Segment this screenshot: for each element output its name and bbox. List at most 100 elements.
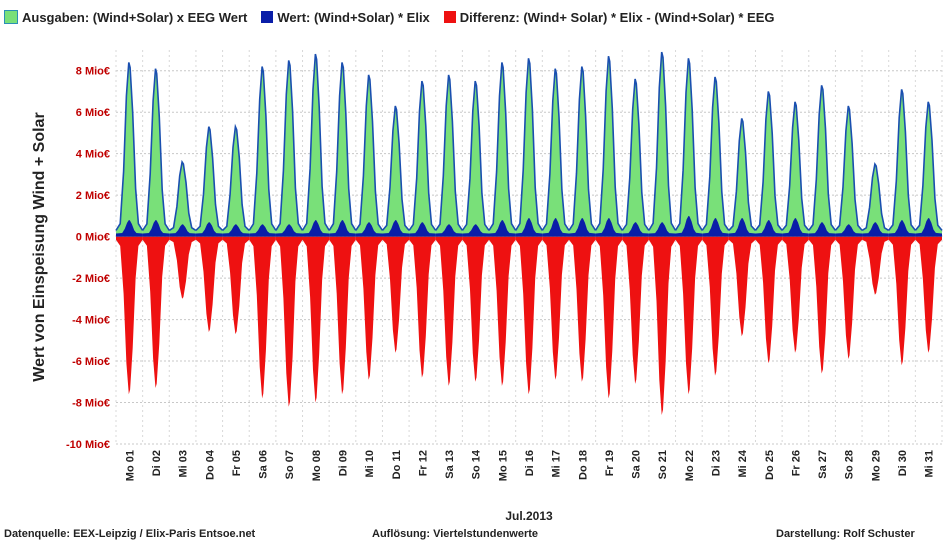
x-tick-label: Do 25 [764, 450, 776, 480]
wert-area [435, 224, 463, 237]
ausgaben-area [195, 126, 223, 237]
ausgaben-line [888, 89, 917, 231]
differenz-area [782, 236, 809, 353]
wert-area [142, 220, 170, 237]
x-tick-label: Do 11 [391, 450, 403, 479]
ausgaben-line [115, 62, 144, 231]
ausgaben-area [249, 66, 276, 237]
x-tick-label: Mi 24 [737, 449, 749, 477]
differenz-area [569, 236, 596, 382]
x-tick-label: Do 04 [204, 449, 216, 480]
ausgaben-area [329, 62, 356, 237]
ausgaben-area [702, 77, 729, 237]
differenz-area [755, 236, 783, 364]
wert-area [915, 218, 942, 237]
wert-area [622, 222, 649, 237]
wert-area [569, 218, 596, 237]
x-tick-label: Mi 03 [178, 450, 190, 478]
y-tick-label: -6 Mio€ [72, 356, 110, 368]
legend-item-wert: Wert: (Wind+Solar) * Elix [261, 10, 430, 25]
y-tick-label: 2 Mio€ [76, 190, 110, 202]
ausgaben-area [542, 68, 569, 237]
x-tick-label: Di 16 [524, 450, 536, 476]
legend-swatch-differenz [443, 11, 456, 23]
wert-area [382, 220, 410, 237]
x-tick-label: Fr 05 [231, 450, 243, 476]
ausgaben-area [835, 106, 863, 237]
legend-swatch-ausgaben [4, 10, 18, 24]
x-tick-label: So 07 [284, 450, 296, 479]
differenz-area [329, 236, 356, 395]
ausgaben-area [675, 58, 703, 237]
x-axis-label: Jul.2013 [505, 509, 553, 523]
ausgaben-area [222, 126, 250, 237]
y-tick-label: -4 Mio€ [72, 315, 110, 327]
wert-area [595, 218, 623, 237]
x-tick-label: Sa 20 [631, 450, 643, 479]
ausgaben-line [621, 78, 650, 231]
ausgaben-line [568, 66, 597, 231]
x-tick-label: Mi 17 [551, 450, 563, 478]
ausgaben-area [888, 89, 916, 237]
wert-area [409, 222, 436, 237]
footer-author: Darstellung: Rolf Schuster [776, 528, 915, 540]
ausgaben-line [141, 68, 170, 231]
x-tick-label: So 21 [657, 450, 669, 479]
differenz-area [728, 236, 756, 337]
wert-area [515, 218, 543, 237]
ausgaben-area [142, 68, 170, 237]
ausgaben-line [328, 62, 357, 231]
chart-legend: Ausgaben: (Wind+Solar) x EEG Wert Wert: … [4, 2, 944, 32]
chart-footer: Datenquelle: EEX-Leipzig / Elix-Paris En… [0, 526, 946, 542]
ausgaben-line [594, 56, 623, 231]
differenz-area [222, 236, 250, 335]
wert-area [542, 218, 569, 237]
ausgaben-line [461, 80, 490, 231]
wert-area [249, 224, 276, 237]
wert-area [169, 224, 196, 237]
ausgaben-line [168, 159, 197, 232]
x-tick-label: Fr 12 [417, 450, 429, 476]
x-tick-label: Fr 19 [604, 450, 616, 476]
ausgaben-area [515, 58, 543, 237]
x-tick-label: Mo 22 [684, 450, 696, 481]
differenz-area [702, 236, 729, 376]
ausgaben-line [408, 80, 437, 231]
wert-area [755, 220, 783, 237]
ausgaben-line [648, 51, 677, 231]
wert-area [835, 224, 863, 237]
y-axis-label: Wert von Einspeisung Wind + Solar [31, 112, 48, 381]
ausgaben-area [915, 101, 942, 237]
ausgaben-area [382, 106, 410, 237]
differenz-area [302, 236, 330, 403]
ausgaben-line [195, 126, 224, 231]
ausgaben-area [808, 85, 836, 237]
ausgaben-area [648, 52, 676, 237]
x-tick-label: Di 02 [151, 450, 163, 476]
y-tick-label: -2 Mio€ [72, 273, 110, 285]
ausgaben-area [595, 56, 623, 237]
x-tick-label: Mi 31 [924, 450, 936, 478]
wert-area [728, 218, 756, 237]
differenz-area [142, 236, 170, 388]
differenz-area [169, 236, 196, 299]
differenz-area [275, 236, 303, 407]
wert-area [782, 218, 809, 237]
footer-source: Datenquelle: EEX-Leipzig / Elix-Paris En… [4, 528, 256, 540]
ausgaben-area [489, 62, 516, 237]
wert-area [302, 220, 330, 237]
ausgaben-line [754, 91, 783, 231]
ausgaben-area [116, 62, 143, 237]
legend-label-ausgaben: Ausgaben: (Wind+Solar) x EEG Wert [22, 9, 248, 25]
differenz-area [382, 236, 410, 353]
legend-label-differenz: Differenz: (Wind+ Solar) * Elix - (Wind+… [459, 9, 775, 25]
wert-area [355, 222, 383, 237]
ausgaben-line [541, 68, 570, 231]
x-tick-label: Mo 15 [497, 450, 509, 481]
wert-area [116, 220, 143, 237]
differenz-area [648, 236, 676, 415]
y-tick-label: 0 Mio€ [76, 232, 110, 244]
y-tick-label: -10 Mio€ [66, 439, 110, 451]
ausgaben-area [782, 101, 809, 237]
ausgaben-line [861, 162, 890, 232]
